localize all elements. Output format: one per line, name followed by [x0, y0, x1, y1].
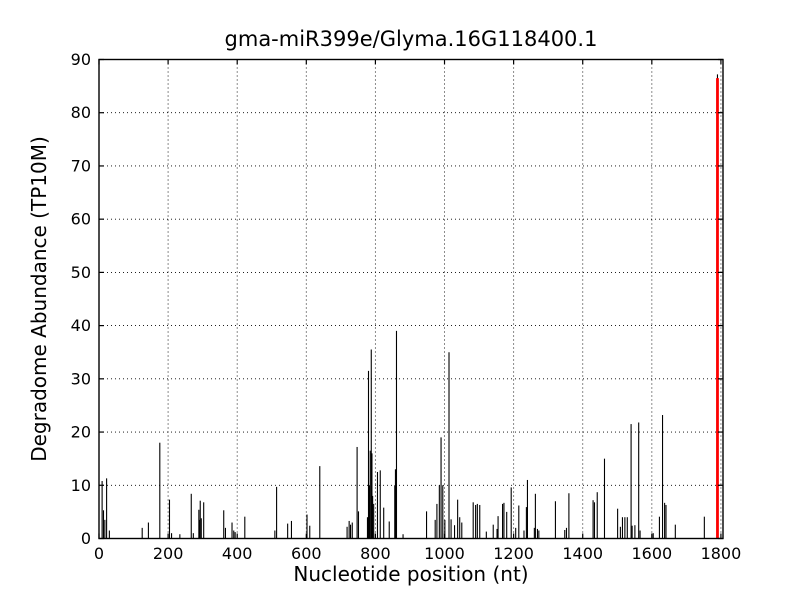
grid-lines: [99, 59, 723, 539]
x-tick-label: 1400: [562, 544, 603, 563]
x-tick-label: 800: [360, 544, 391, 563]
chart-title: gma-miR399e/Glyma.16G118400.1: [225, 27, 598, 51]
x-tick-label: 1200: [493, 544, 534, 563]
x-tick-label: 1000: [424, 544, 465, 563]
y-tick-label: 30: [71, 369, 91, 388]
y-tick-label: 0: [81, 529, 91, 548]
data-spikes: [101, 74, 719, 538]
y-tick-label: 90: [71, 50, 91, 69]
axis-tick-labels: 0 200 400 600 800 1000 1200 1400 1600 1800 0 10 20 30…: [71, 50, 742, 563]
y-tick-label: 20: [71, 423, 91, 442]
x-axis-label: Nucleotide position (nt): [293, 562, 528, 586]
x-tick-label: 1600: [631, 544, 672, 563]
y-tick-label: 10: [71, 476, 91, 495]
x-tick-label: 400: [222, 544, 253, 563]
x-tick-label: 600: [291, 544, 322, 563]
x-tick-label: 0: [94, 544, 104, 563]
y-axis-label: Degradome Abundance (TP10M): [27, 136, 51, 462]
y-tick-label: 40: [71, 316, 91, 335]
plot-border-box: [98, 58, 724, 540]
axis-ticks: [98, 58, 723, 540]
x-tick-label: 1800: [701, 544, 742, 563]
y-tick-label: 70: [71, 156, 91, 175]
y-tick-label: 50: [71, 263, 91, 282]
y-tick-label: 60: [71, 210, 91, 229]
y-tick-label: 80: [71, 103, 91, 122]
x-tick-label: 200: [153, 544, 184, 563]
